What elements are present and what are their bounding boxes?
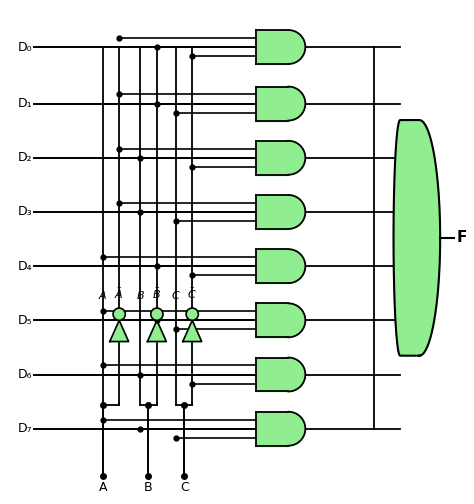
Text: D₆: D₆ [18, 368, 32, 381]
Text: $C$: $C$ [171, 288, 181, 300]
Polygon shape [288, 195, 305, 229]
Circle shape [151, 308, 163, 321]
Text: A: A [99, 480, 107, 493]
Polygon shape [288, 303, 305, 337]
Circle shape [113, 308, 125, 321]
Text: D₀: D₀ [18, 40, 32, 53]
Polygon shape [110, 321, 128, 342]
Text: $A$: $A$ [98, 288, 108, 300]
Polygon shape [288, 357, 305, 392]
Polygon shape [256, 303, 288, 337]
Text: $B$: $B$ [136, 288, 145, 300]
Polygon shape [256, 195, 288, 229]
Polygon shape [147, 321, 166, 342]
Polygon shape [393, 120, 440, 356]
Polygon shape [256, 141, 288, 175]
Polygon shape [256, 412, 288, 446]
Polygon shape [288, 30, 305, 64]
Text: B: B [144, 480, 153, 493]
Polygon shape [288, 412, 305, 446]
Text: D₁: D₁ [18, 97, 32, 110]
Text: C: C [180, 480, 189, 493]
Polygon shape [288, 87, 305, 120]
Text: D₇: D₇ [18, 422, 32, 435]
Text: $\bar{A}$: $\bar{A}$ [115, 286, 124, 300]
Text: D₂: D₂ [18, 151, 32, 164]
Polygon shape [288, 141, 305, 175]
Text: $\bar{B}$: $\bar{B}$ [153, 286, 161, 300]
Polygon shape [256, 357, 288, 392]
Polygon shape [256, 30, 288, 64]
Polygon shape [288, 249, 305, 283]
Polygon shape [183, 321, 201, 342]
Text: D₃: D₃ [18, 206, 32, 218]
Polygon shape [256, 87, 288, 120]
Text: D₄: D₄ [18, 260, 32, 273]
Text: D₅: D₅ [18, 314, 32, 327]
Polygon shape [256, 249, 288, 283]
Circle shape [186, 308, 198, 321]
Text: $\bar{C}$: $\bar{C}$ [187, 286, 197, 300]
Text: F: F [456, 230, 467, 245]
